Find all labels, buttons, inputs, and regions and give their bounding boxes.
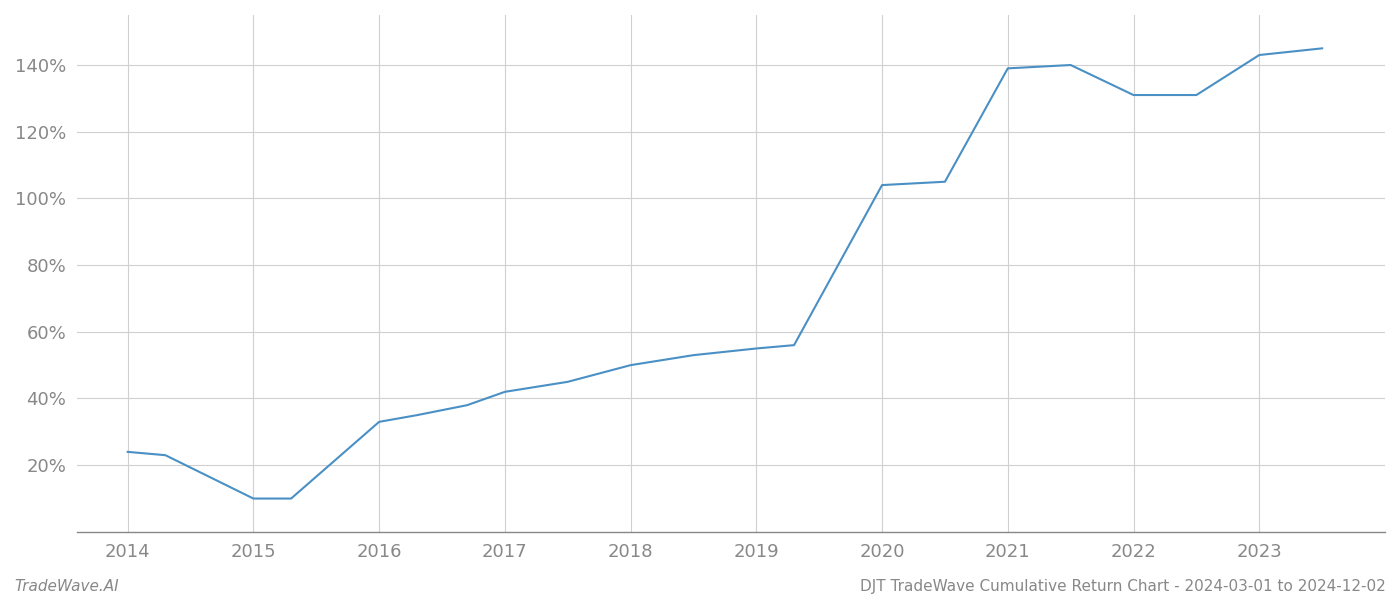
Text: TradeWave.AI: TradeWave.AI xyxy=(14,579,119,594)
Text: DJT TradeWave Cumulative Return Chart - 2024-03-01 to 2024-12-02: DJT TradeWave Cumulative Return Chart - … xyxy=(860,579,1386,594)
